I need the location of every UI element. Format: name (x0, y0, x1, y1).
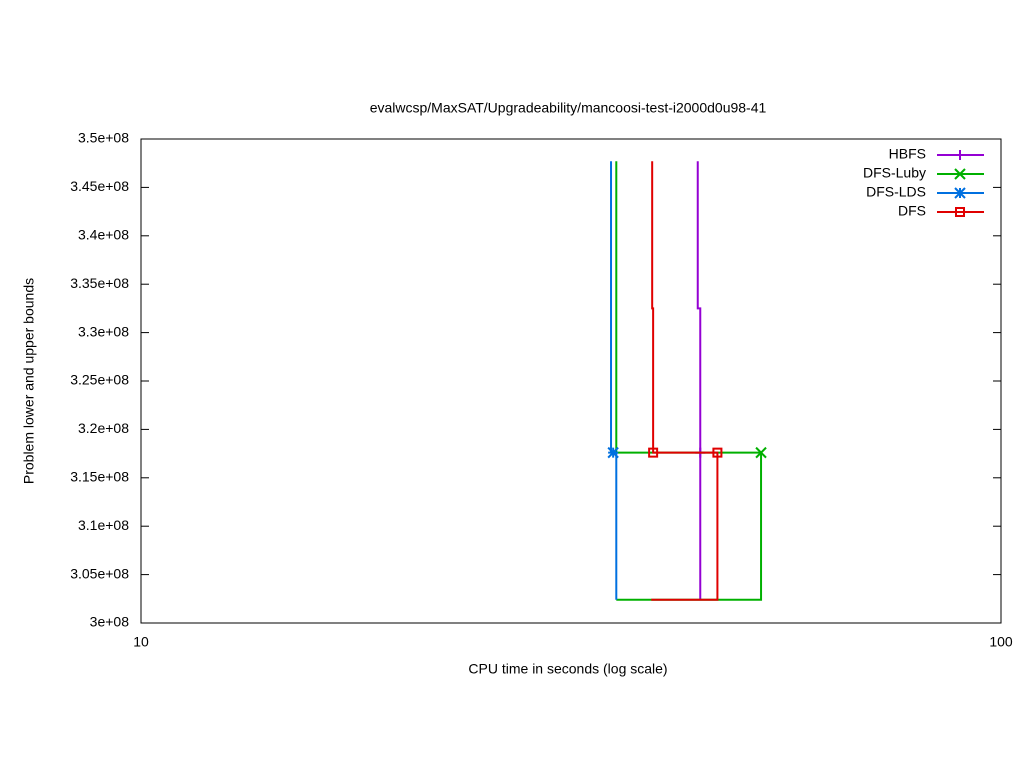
y-tick-label: 3.25e+08 (70, 372, 129, 388)
marker-stroke (607, 446, 619, 459)
marker-stroke (955, 207, 965, 217)
marker (954, 187, 966, 199)
y-tick-label: 3.45e+08 (70, 178, 129, 194)
legend-label: DFS (898, 203, 926, 219)
series-line (615, 161, 763, 601)
marker (712, 447, 723, 458)
marker (955, 150, 965, 160)
x-tick-label: 10 (133, 634, 149, 650)
marker (954, 168, 966, 180)
marker (755, 446, 767, 459)
x-tick-label: 100 (989, 634, 1013, 650)
marker-stroke (954, 187, 966, 199)
y-tick-label: 3.15e+08 (70, 469, 129, 485)
marker (648, 447, 659, 458)
y-tick-label: 3.35e+08 (70, 275, 129, 291)
y-tick-label: 3.5e+08 (78, 130, 129, 146)
y-tick-label: 3.2e+08 (78, 420, 129, 436)
series-line (651, 161, 719, 601)
chart-title: evalwcsp/MaxSAT/Upgradeability/mancoosi-… (370, 100, 767, 116)
y-tick-label: 3.05e+08 (70, 565, 129, 581)
marker-stroke (712, 447, 723, 458)
marker-stroke (755, 446, 767, 459)
marker (607, 446, 619, 459)
y-tick-label: 3.4e+08 (78, 227, 129, 243)
y-axis-label: Problem lower and upper bounds (21, 278, 37, 484)
y-tick-label: 3.1e+08 (78, 517, 129, 533)
marker-stroke (954, 168, 966, 180)
series-line (696, 161, 702, 600)
legend-label: HBFS (889, 146, 926, 162)
legend-label: DFS-LDS (866, 184, 926, 200)
x-axis-label: CPU time in seconds (log scale) (468, 661, 667, 677)
y-tick-label: 3e+08 (90, 614, 130, 630)
marker-stroke (648, 447, 659, 458)
legend-label: DFS-Luby (863, 165, 926, 181)
plot-frame (140, 138, 1002, 624)
y-tick-label: 3.3e+08 (78, 323, 129, 339)
marker (955, 207, 965, 217)
